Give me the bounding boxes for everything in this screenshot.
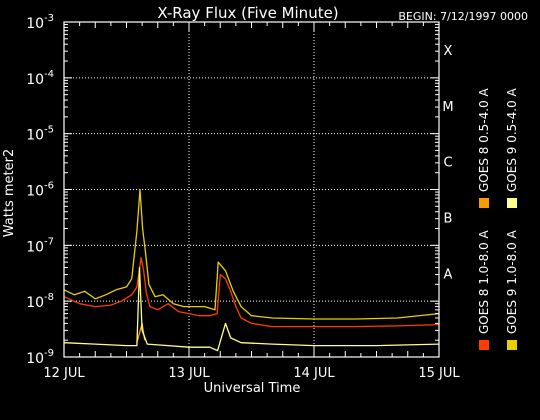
x-axis-label: Universal Time	[204, 381, 301, 396]
series-line	[63, 188, 440, 320]
flare-class-label: M	[442, 100, 453, 115]
legend-label: GOES 8 0.5-4.0 A	[477, 87, 491, 192]
x-tick-label: 13 JUL	[168, 366, 210, 381]
axes-layer: 10-9 10-8 10-7 10-6 10-5 10-4 10-3 12 JUL 13 JUL…	[26, 13, 460, 381]
y-tick-label: 10-9	[26, 348, 54, 367]
legend-label: GOES 8 1.0-8.0 A	[477, 229, 491, 334]
series-layer	[63, 188, 440, 352]
y-tick-label: 10-8	[26, 292, 54, 311]
legend-label: GOES 9 0.5-4.0 A	[505, 87, 519, 192]
legend: GOES 8 1.0-8.0 A GOES 8 0.5-4.0 A GOES 9 1…	[477, 87, 519, 350]
y-tick-label: 10-6	[26, 181, 54, 200]
legend-swatch	[479, 340, 489, 350]
y-tick-label: 10-4	[26, 69, 54, 88]
y-axis-label: Watts meter2	[2, 149, 17, 237]
chart-title: X-Ray Flux (Five Minute)	[157, 4, 338, 22]
plot-area	[64, 22, 439, 357]
y-tick-label: 10-5	[26, 125, 54, 144]
legend-label: GOES 9 1.0-8.0 A	[505, 229, 519, 334]
plot-frame	[63, 21, 440, 358]
legend-swatch	[507, 340, 517, 350]
y-tick-label: 10-3	[26, 13, 54, 32]
series-line	[63, 257, 440, 328]
legend-swatch	[479, 198, 489, 208]
flare-class-label: C	[443, 156, 452, 171]
series-line	[63, 266, 440, 352]
flare-class-label: A	[444, 267, 453, 282]
y-tick-label: 10-7	[26, 236, 54, 255]
flare-class-label: B	[444, 211, 453, 226]
legend-swatch	[507, 198, 517, 208]
x-tick-label: 12 JUL	[43, 366, 85, 381]
x-tick-label: 14 JUL	[293, 366, 335, 381]
flare-class-label: X	[444, 44, 453, 59]
begin-date: BEGIN: 7/12/1997 0000	[398, 10, 528, 23]
x-tick-label: 15 JUL	[418, 366, 460, 381]
